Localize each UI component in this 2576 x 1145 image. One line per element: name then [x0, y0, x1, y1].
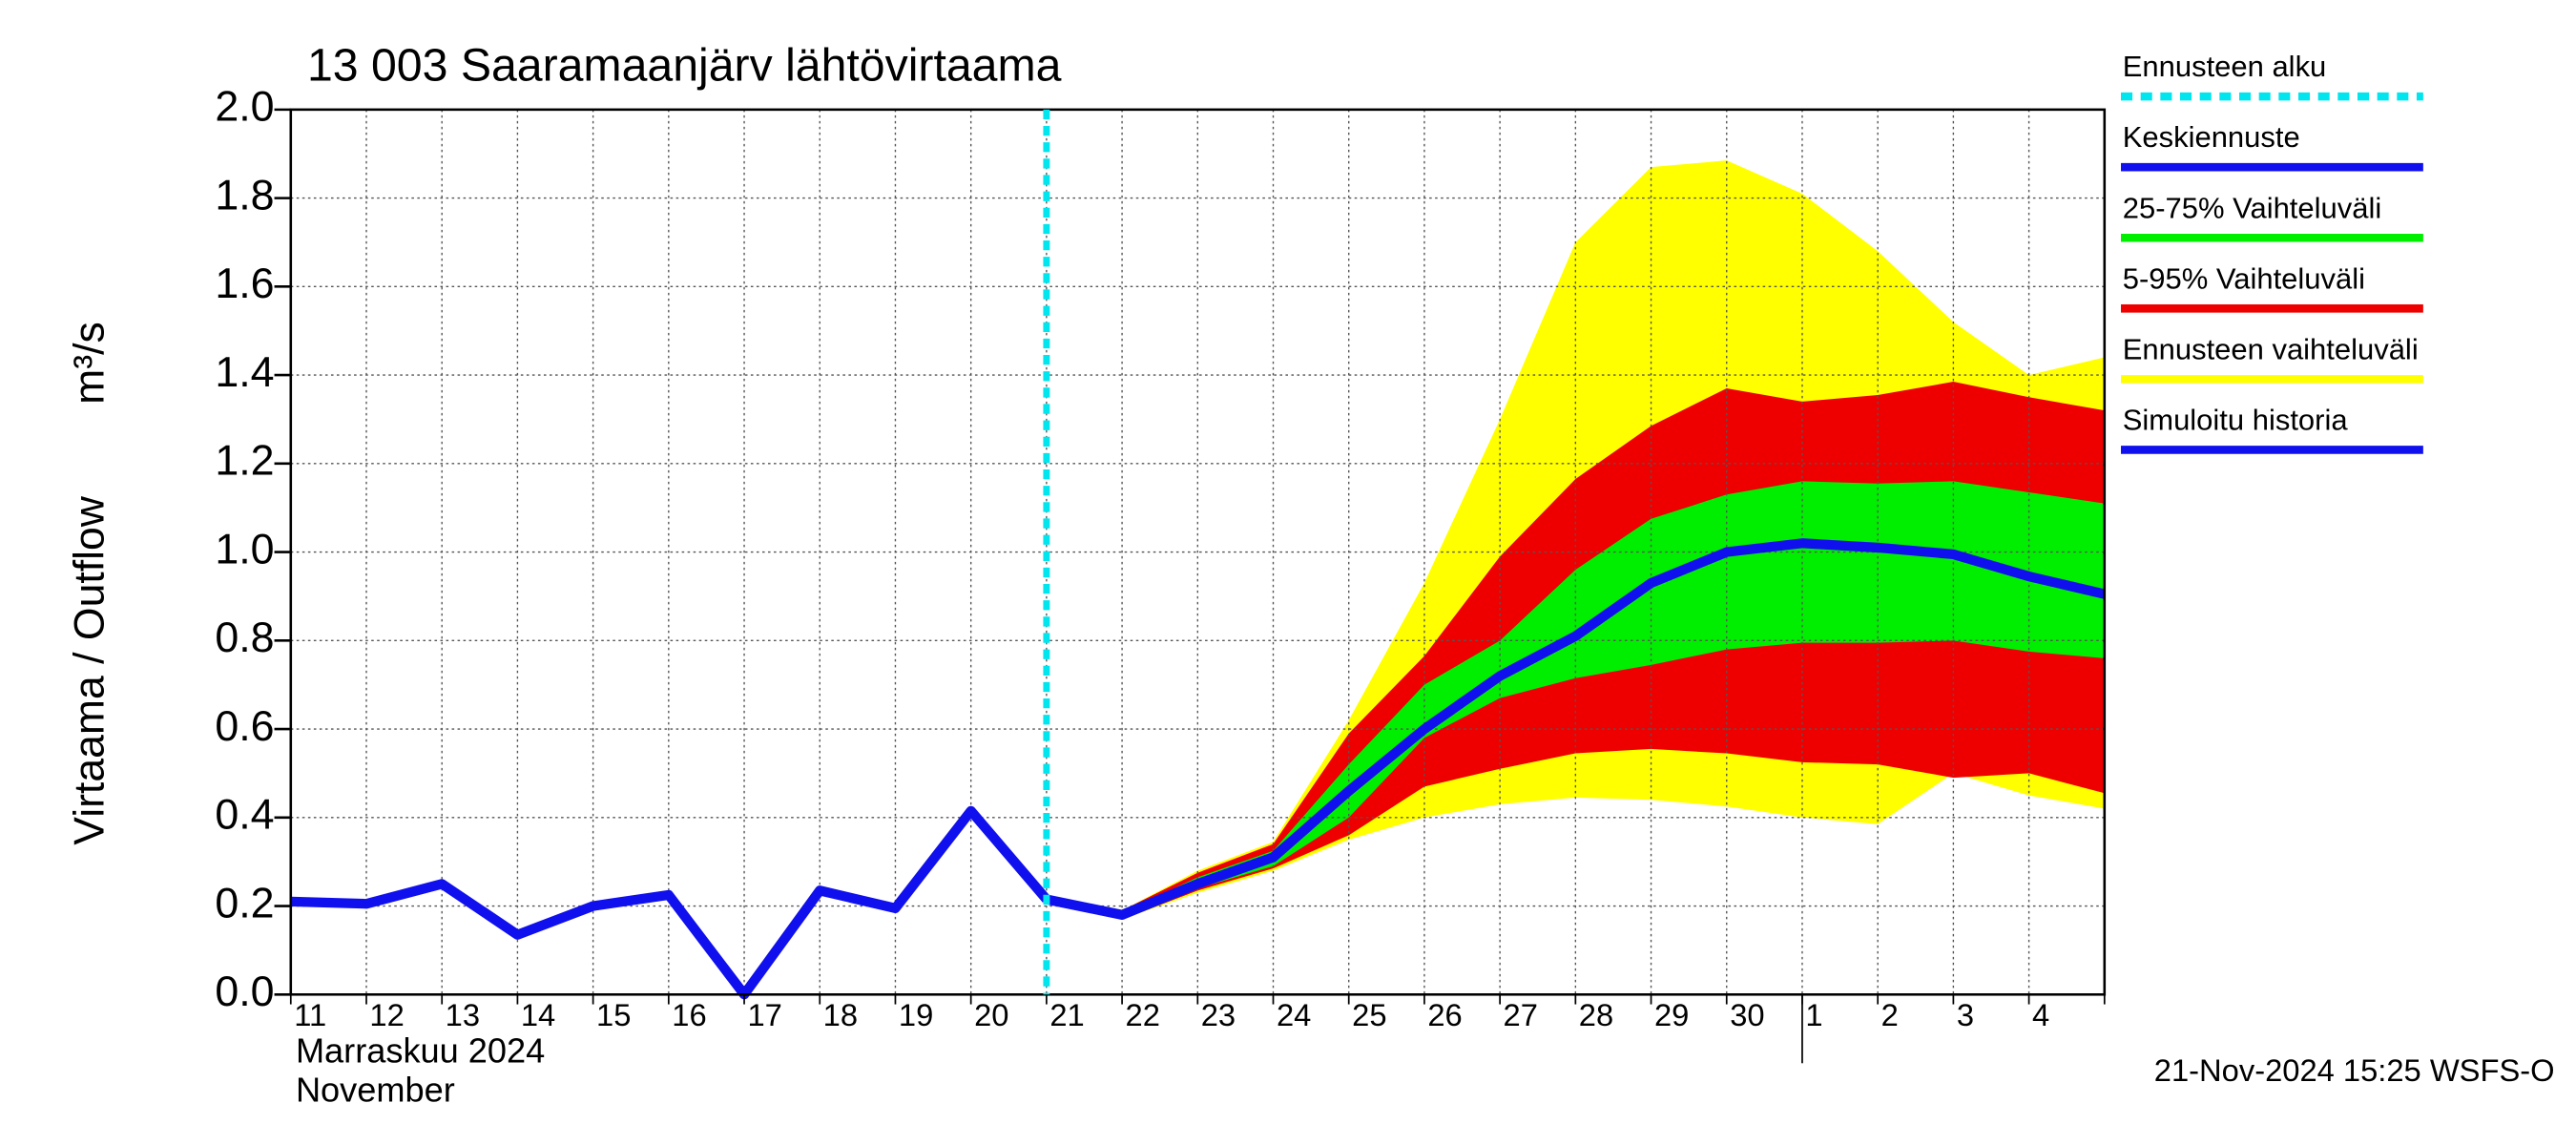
legend-label: Ennusteen vaihteluväli — [2123, 332, 2419, 365]
x-tick-label: 17 — [747, 997, 781, 1032]
y-tick-label: 1.4 — [215, 349, 274, 396]
y-tick-label: 2.0 — [215, 84, 274, 131]
x-tick-label: 25 — [1352, 997, 1386, 1032]
x-tick-label: 2 — [1881, 997, 1899, 1032]
y-tick-label: 1.0 — [215, 526, 274, 572]
plot-area — [290, 109, 2106, 1000]
x-tick-label: 23 — [1201, 997, 1236, 1032]
x-tick-label: 19 — [899, 997, 933, 1032]
x-tick-label: 27 — [1504, 997, 1538, 1032]
x-tick-label: 28 — [1579, 997, 1613, 1032]
y-tick-label: 0.6 — [215, 703, 274, 750]
y-tick-label: 0.4 — [215, 792, 274, 839]
x-tick-label: 22 — [1126, 997, 1160, 1032]
x-tick-label: 16 — [672, 997, 706, 1032]
y-tick-label: 1.6 — [215, 260, 274, 307]
x-tick-label: 12 — [369, 997, 404, 1032]
x-tick-label: 26 — [1427, 997, 1462, 1032]
x-tick-label: 30 — [1730, 997, 1764, 1032]
x-axis-label: November — [296, 1071, 455, 1110]
footer: 21-Nov-2024 15:25 WSFS-O — [2154, 1052, 2555, 1088]
chart-title: 13 003 Saaramaanjärv lähtövirtaama — [307, 40, 1062, 92]
x-tick-label: 13 — [446, 997, 480, 1032]
x-tick-label: 1 — [1805, 997, 1822, 1032]
legend-label: 25-75% Vaihteluväli — [2123, 191, 2381, 224]
x-tick-label: 15 — [596, 997, 631, 1032]
x-tick-label: 21 — [1049, 997, 1084, 1032]
x-tick-label: 11 — [294, 997, 326, 1032]
x-tick-label: 29 — [1654, 997, 1689, 1032]
legend-label: 5-95% Vaihteluväli — [2123, 261, 2365, 295]
y-tick-label: 0.2 — [215, 880, 274, 926]
x-tick-label: 4 — [2032, 997, 2049, 1032]
y-tick-label: 0.0 — [215, 968, 274, 1015]
y-tick-label: 1.8 — [215, 172, 274, 219]
y-tick-label: 1.2 — [215, 438, 274, 485]
y-axis-label: Virtaama / Outflow — [66, 495, 113, 844]
band — [1046, 481, 2105, 918]
x-tick-label: 14 — [521, 997, 555, 1032]
line — [1045, 538, 2106, 920]
x-tick-label: 3 — [1957, 997, 1974, 1032]
x-tick-label: 18 — [823, 997, 858, 1032]
y-axis-unit: m³/s — [66, 322, 113, 405]
legend-label: Ennusteen alku — [2123, 50, 2327, 83]
x-tick-label: 20 — [974, 997, 1008, 1032]
legend-label: Keskiennuste — [2123, 120, 2300, 154]
x-axis-label: Marraskuu 2024 — [296, 1031, 545, 1071]
y-tick-label: 0.8 — [215, 614, 274, 661]
line — [290, 805, 1050, 1000]
legend-label: Simuloitu historia — [2123, 404, 2349, 437]
x-tick-label: 24 — [1277, 997, 1311, 1032]
